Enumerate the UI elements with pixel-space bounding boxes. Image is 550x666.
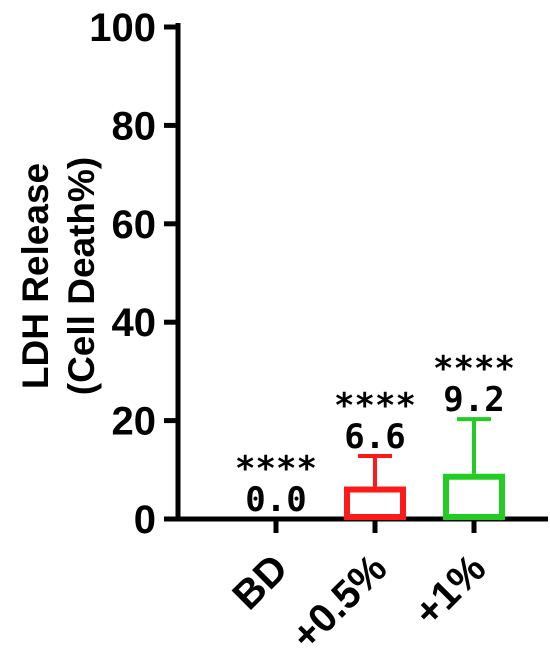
- x-tick-label: +1%: [406, 546, 495, 635]
- significance-label: ****: [334, 386, 416, 426]
- y-tick-label: 20: [112, 400, 157, 444]
- y-tick-label: 0: [134, 498, 156, 542]
- y-tick-label: 60: [112, 203, 157, 247]
- x-tick-label: +0.5%: [283, 546, 395, 658]
- significance-label: ****: [433, 349, 515, 389]
- y-tick-label: 100: [89, 6, 156, 50]
- plot-area: 0204060801000.0****BD6.6****+0.5%9.2****…: [89, 6, 548, 658]
- data-label: 0.0: [245, 480, 306, 520]
- y-tick-label: 80: [112, 104, 157, 148]
- significance-label: ****: [235, 449, 317, 489]
- bar-2: [344, 486, 406, 521]
- bar-3: [443, 473, 505, 520]
- y-axis-title-line-1: LDH Release: [15, 163, 56, 389]
- x-tick-label: BD: [224, 546, 296, 618]
- y-tick-label: 40: [112, 301, 157, 345]
- data-label: 6.6: [344, 417, 405, 457]
- data-label: 9.2: [443, 380, 504, 420]
- y-axis-title-line-2: (Cell Death%): [61, 157, 102, 395]
